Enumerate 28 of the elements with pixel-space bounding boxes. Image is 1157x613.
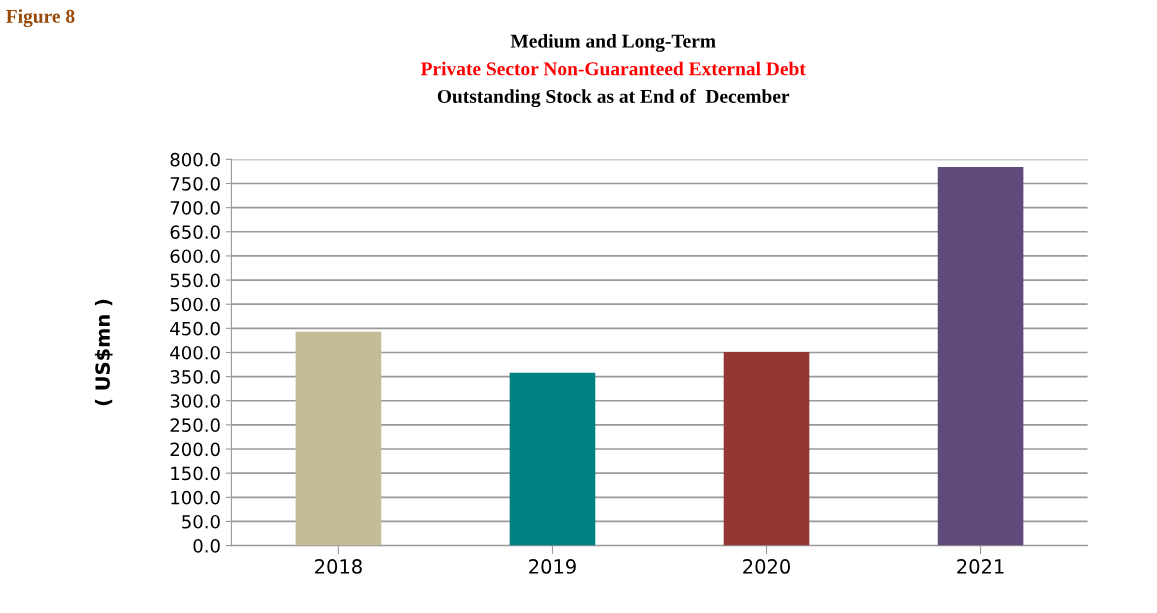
y-tick-label: 200.0 xyxy=(170,442,220,457)
y-tick-label: 400.0 xyxy=(170,345,220,360)
y-tick-label: 750.0 xyxy=(170,176,220,191)
bar xyxy=(937,167,1024,546)
caption: Figure 8 xyxy=(6,9,75,27)
y-tick-label: 0.0 xyxy=(193,539,220,553)
y-tick-label: 150.0 xyxy=(171,466,220,481)
y-tick-label: 700.0 xyxy=(170,201,220,215)
y-tick-label: 250.0 xyxy=(170,418,220,432)
y-tick-label: 500.0 xyxy=(170,297,220,312)
y-tick-label: 450.0 xyxy=(170,321,220,336)
x-tick-label: 2018 xyxy=(315,559,362,574)
y-tick-label: 600.0 xyxy=(170,249,220,264)
chart-title: Medium and Long-Term Private Sector Non-Guaranteed External Debt Outstanding Stock as at End of December xyxy=(420,34,806,108)
bar xyxy=(723,351,810,546)
y-axis-title: ( US$mn ) xyxy=(94,299,113,406)
bar xyxy=(295,331,382,546)
x-tick-label: 2021 xyxy=(957,559,1004,574)
y-tick-label: 100.0 xyxy=(171,490,220,505)
y-tick-label: 50.0 xyxy=(182,514,220,529)
y-tick-label: 300.0 xyxy=(170,394,220,408)
x-tick-label: 2020 xyxy=(743,559,790,574)
bar xyxy=(509,372,596,546)
y-tick-label: 550.0 xyxy=(170,273,220,288)
x-tick-label: 2019 xyxy=(529,559,576,574)
y-tick-label: 350.0 xyxy=(170,370,220,384)
y-tick-label: 800.0 xyxy=(170,152,220,167)
y-tick-label: 650.0 xyxy=(170,225,220,239)
